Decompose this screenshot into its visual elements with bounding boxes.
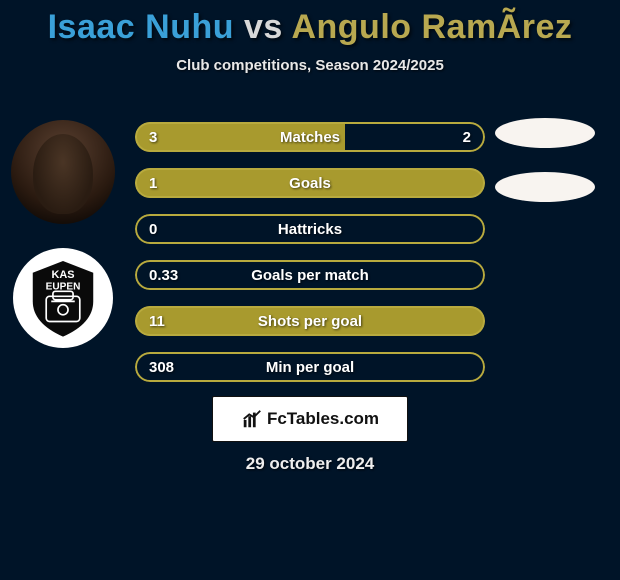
source-text: FcTables.com <box>267 409 379 429</box>
page-title: Isaac Nuhu vs Angulo RamÃ­rez <box>0 0 620 47</box>
club-name-text: KAS <box>51 269 74 281</box>
stat-row: 1Goals <box>135 168 485 198</box>
stat-label: Goals per match <box>135 267 485 284</box>
stat-label: Shots per goal <box>135 313 485 330</box>
date-text: 29 october 2024 <box>0 454 620 474</box>
player1-name: Isaac Nuhu <box>48 8 234 46</box>
right-column <box>490 118 600 226</box>
player1-club-badge: KAS EUPEN <box>13 248 113 348</box>
stat-row: 308Min per goal <box>135 352 485 382</box>
player2-name: Angulo RamÃ­rez <box>291 8 572 46</box>
stat-row: 0.33Goals per match <box>135 260 485 290</box>
chart-icon <box>241 408 263 430</box>
stat-label: Min per goal <box>135 359 485 376</box>
player2-avatar-placeholder <box>495 118 595 148</box>
subtitle: Club competitions, Season 2024/2025 <box>0 57 620 74</box>
club-crest-icon: KAS EUPEN <box>21 256 105 340</box>
stat-row: 0Hattricks <box>135 214 485 244</box>
stats-bars: 3Matches2 1Goals 0Hattricks 0.33Goals per m… <box>135 122 485 398</box>
stat-right-value: 2 <box>463 129 471 146</box>
stat-row: 3Matches2 <box>135 122 485 152</box>
source-badge[interactable]: FcTables.com <box>212 396 408 442</box>
player2-club-placeholder <box>495 172 595 202</box>
stat-row: 11Shots per goal <box>135 306 485 336</box>
vs-text: vs <box>244 8 283 46</box>
stat-label: Goals <box>135 175 485 192</box>
stat-label: Matches <box>135 129 485 146</box>
left-column: KAS EUPEN <box>8 120 118 348</box>
stat-label: Hattricks <box>135 221 485 238</box>
player1-avatar <box>11 120 115 224</box>
